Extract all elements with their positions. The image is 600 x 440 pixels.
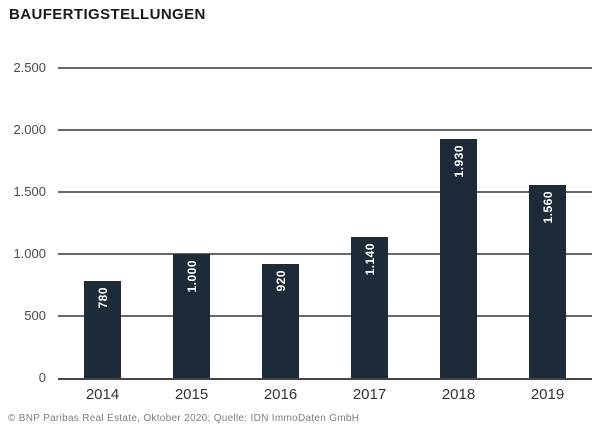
x-tick-label: 2017 [352,386,387,403]
bar-value-label: 1.930 [451,144,466,178]
y-tick-label: 2.000 [13,122,46,137]
bar-value-label: 920 [273,269,288,292]
gridline [58,67,592,69]
y-tick-label: 1.000 [13,246,46,261]
y-tick-label: 500 [24,308,46,323]
bar-2015: 1.000 [173,254,210,378]
x-axis-line [58,378,592,380]
bar-value-label: 1.560 [540,190,555,224]
bar-2019: 1.560 [529,184,566,378]
bar-2018: 1.930 [440,138,477,378]
bar-value-label: 1.140 [362,242,377,276]
x-tick-label: 2015 [174,386,209,403]
x-tick-label: 2016 [263,386,298,403]
gridline [58,129,592,131]
bar-2016: 920 [262,263,299,378]
x-tick-label: 2014 [85,386,120,403]
gridline [58,315,592,317]
y-tick-label: 2.500 [13,60,46,75]
bar-value-label: 780 [95,287,110,309]
gridline [58,191,592,193]
source-attribution: © BNP Paribas Real Estate, Oktober 2020;… [8,413,360,424]
y-tick-label: 0 [38,370,46,385]
y-tick-label: 1.500 [13,184,46,199]
y-axis-labels: 0 500 1.000 1.500 2.000 2.500 [0,60,46,385]
chart-title: BAUFERTIGSTELLUNGEN [9,6,206,23]
bar-2014: 780 [84,281,121,378]
x-tick-label: 2018 [441,386,476,403]
x-tick-label: 2019 [530,386,565,403]
x-axis-labels: 2014 2015 2016 2017 2018 2019 [58,386,592,406]
gridline [58,253,592,255]
bar-value-label: 1.000 [184,260,199,293]
bar-2017: 1.140 [351,236,388,378]
plot-area: 780 1.000 920 1.140 1.930 1.560 [58,67,592,380]
